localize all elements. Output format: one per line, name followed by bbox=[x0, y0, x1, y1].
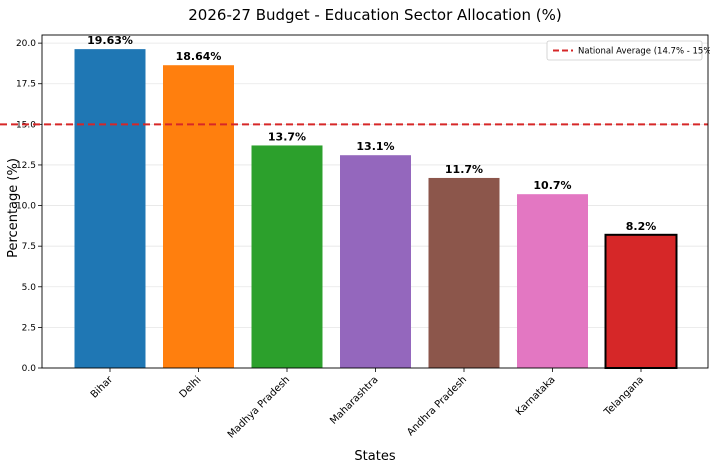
legend-box bbox=[546, 40, 703, 61]
data-label: 11.7% bbox=[445, 163, 483, 176]
x-tick-label: Maharashtra bbox=[328, 374, 380, 426]
y-tick-label: 12.5 bbox=[16, 161, 36, 171]
chart-title: 2026-27 Budget - Education Sector Alloca… bbox=[188, 6, 561, 24]
y-tick-label: 10.0 bbox=[16, 202, 36, 212]
bar-karnataka bbox=[517, 194, 588, 368]
legend: National Average (14.7% - 15%) bbox=[546, 40, 710, 61]
x-tick-label: Delhi bbox=[178, 374, 204, 400]
y-tick-label: 20.0 bbox=[16, 39, 36, 49]
bar-andhra-pradesh bbox=[428, 177, 500, 368]
bar-telangana bbox=[604, 233, 678, 369]
bar-madhya-pradesh bbox=[251, 145, 323, 368]
bar-delhi bbox=[163, 65, 234, 369]
y-tick-label: 0.0 bbox=[22, 364, 37, 374]
legend-label: National Average (14.7% - 15%) bbox=[578, 47, 710, 57]
x-tick-label: Madhya Pradesh bbox=[226, 374, 292, 440]
x-tick-label: Karnataka bbox=[514, 374, 558, 418]
y-axis-title: Percentage (%) bbox=[6, 158, 21, 258]
x-axis-title: States bbox=[354, 449, 395, 464]
plot-frame bbox=[41, 34, 709, 369]
plot-border bbox=[41, 34, 709, 369]
data-label: 13.1% bbox=[356, 140, 394, 153]
y-tick-label: 2.5 bbox=[22, 323, 36, 333]
data-label: 19.63% bbox=[87, 34, 133, 47]
x-tick-label: Telangana bbox=[602, 374, 646, 418]
data-label: 8.2% bbox=[626, 220, 657, 233]
data-label: 10.7% bbox=[533, 179, 571, 192]
bar-maharashtra bbox=[340, 155, 411, 368]
x-tick-label: Andhra Pradesh bbox=[405, 374, 469, 438]
data-labels: 19.63% 18.64% 13.7% 13.1% 11.7% 10.7% 8.2% bbox=[87, 34, 656, 233]
y-tick-label: 17.5 bbox=[16, 80, 36, 90]
bars bbox=[74, 49, 678, 369]
y-tick-label: 7.5 bbox=[22, 242, 36, 252]
y-tick-label: 5.0 bbox=[22, 283, 37, 293]
bar-bihar bbox=[74, 49, 146, 368]
data-label: 18.64% bbox=[176, 50, 222, 63]
data-label: 13.7% bbox=[268, 130, 306, 143]
x-tick-label: Bihar bbox=[89, 374, 116, 401]
x-axis: Bihar Delhi Madhya Pradesh Maharashtra Andhr… bbox=[89, 368, 646, 441]
